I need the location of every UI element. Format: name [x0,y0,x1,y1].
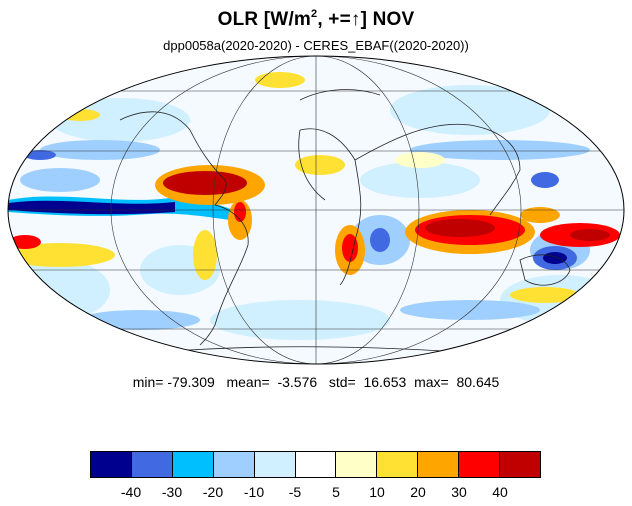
colorbar-tick-label: 30 [451,484,467,500]
mollweide-map [7,55,625,365]
colorbar-tick-label: -30 [161,484,183,500]
colorbar-tick-label: 40 [492,484,508,500]
colorbar-tick-label: -10 [243,484,265,500]
graticule [8,56,624,364]
up-arrow-icon: ↑ [350,9,361,30]
colorbar-swatch [295,452,337,477]
colorbar-labels: -40 -30 -20 -10 -5 5 10 20 30 40 [90,484,541,502]
colorbar-swatch [418,452,460,477]
colorbar-tick-label: 20 [410,484,426,500]
colorbar-swatch [91,452,132,477]
colorbar-swatch [459,452,501,477]
colorbar-tick-label: -40 [120,484,142,500]
plot-subtitle: dpp0058a(2020-2020) - CERES_EBAF((2020-2… [163,38,469,53]
colorbar-tick-label: -20 [202,484,224,500]
colorbar-swatch [213,452,255,477]
colorbar-tick-label: 5 [332,484,340,500]
colorbar-swatch [336,452,378,477]
stat-mean: -3.576 [277,374,318,390]
colorbar [90,451,541,478]
stat-min: -79.309 [167,374,215,390]
colorbar-tick-label: -5 [288,484,302,500]
plot-title: OLR [W/m2, +=↑] NOV [217,8,415,30]
itcz-band-core [8,200,175,215]
stat-std: 16.653 [363,374,407,390]
map-border [7,55,625,365]
colorbar-swatch [500,452,540,477]
statistics-line: min= -79.309 mean= -3.576 std= 16.653 ma… [132,374,500,390]
colorbar-tick-label: 10 [369,484,385,500]
colorbar-swatch [172,452,214,477]
colorbar-swatch [131,452,173,477]
coastlines [119,89,571,353]
colorbar-swatch [254,452,296,477]
stat-max: 80.645 [456,374,500,390]
colorbar-swatch [377,452,419,477]
